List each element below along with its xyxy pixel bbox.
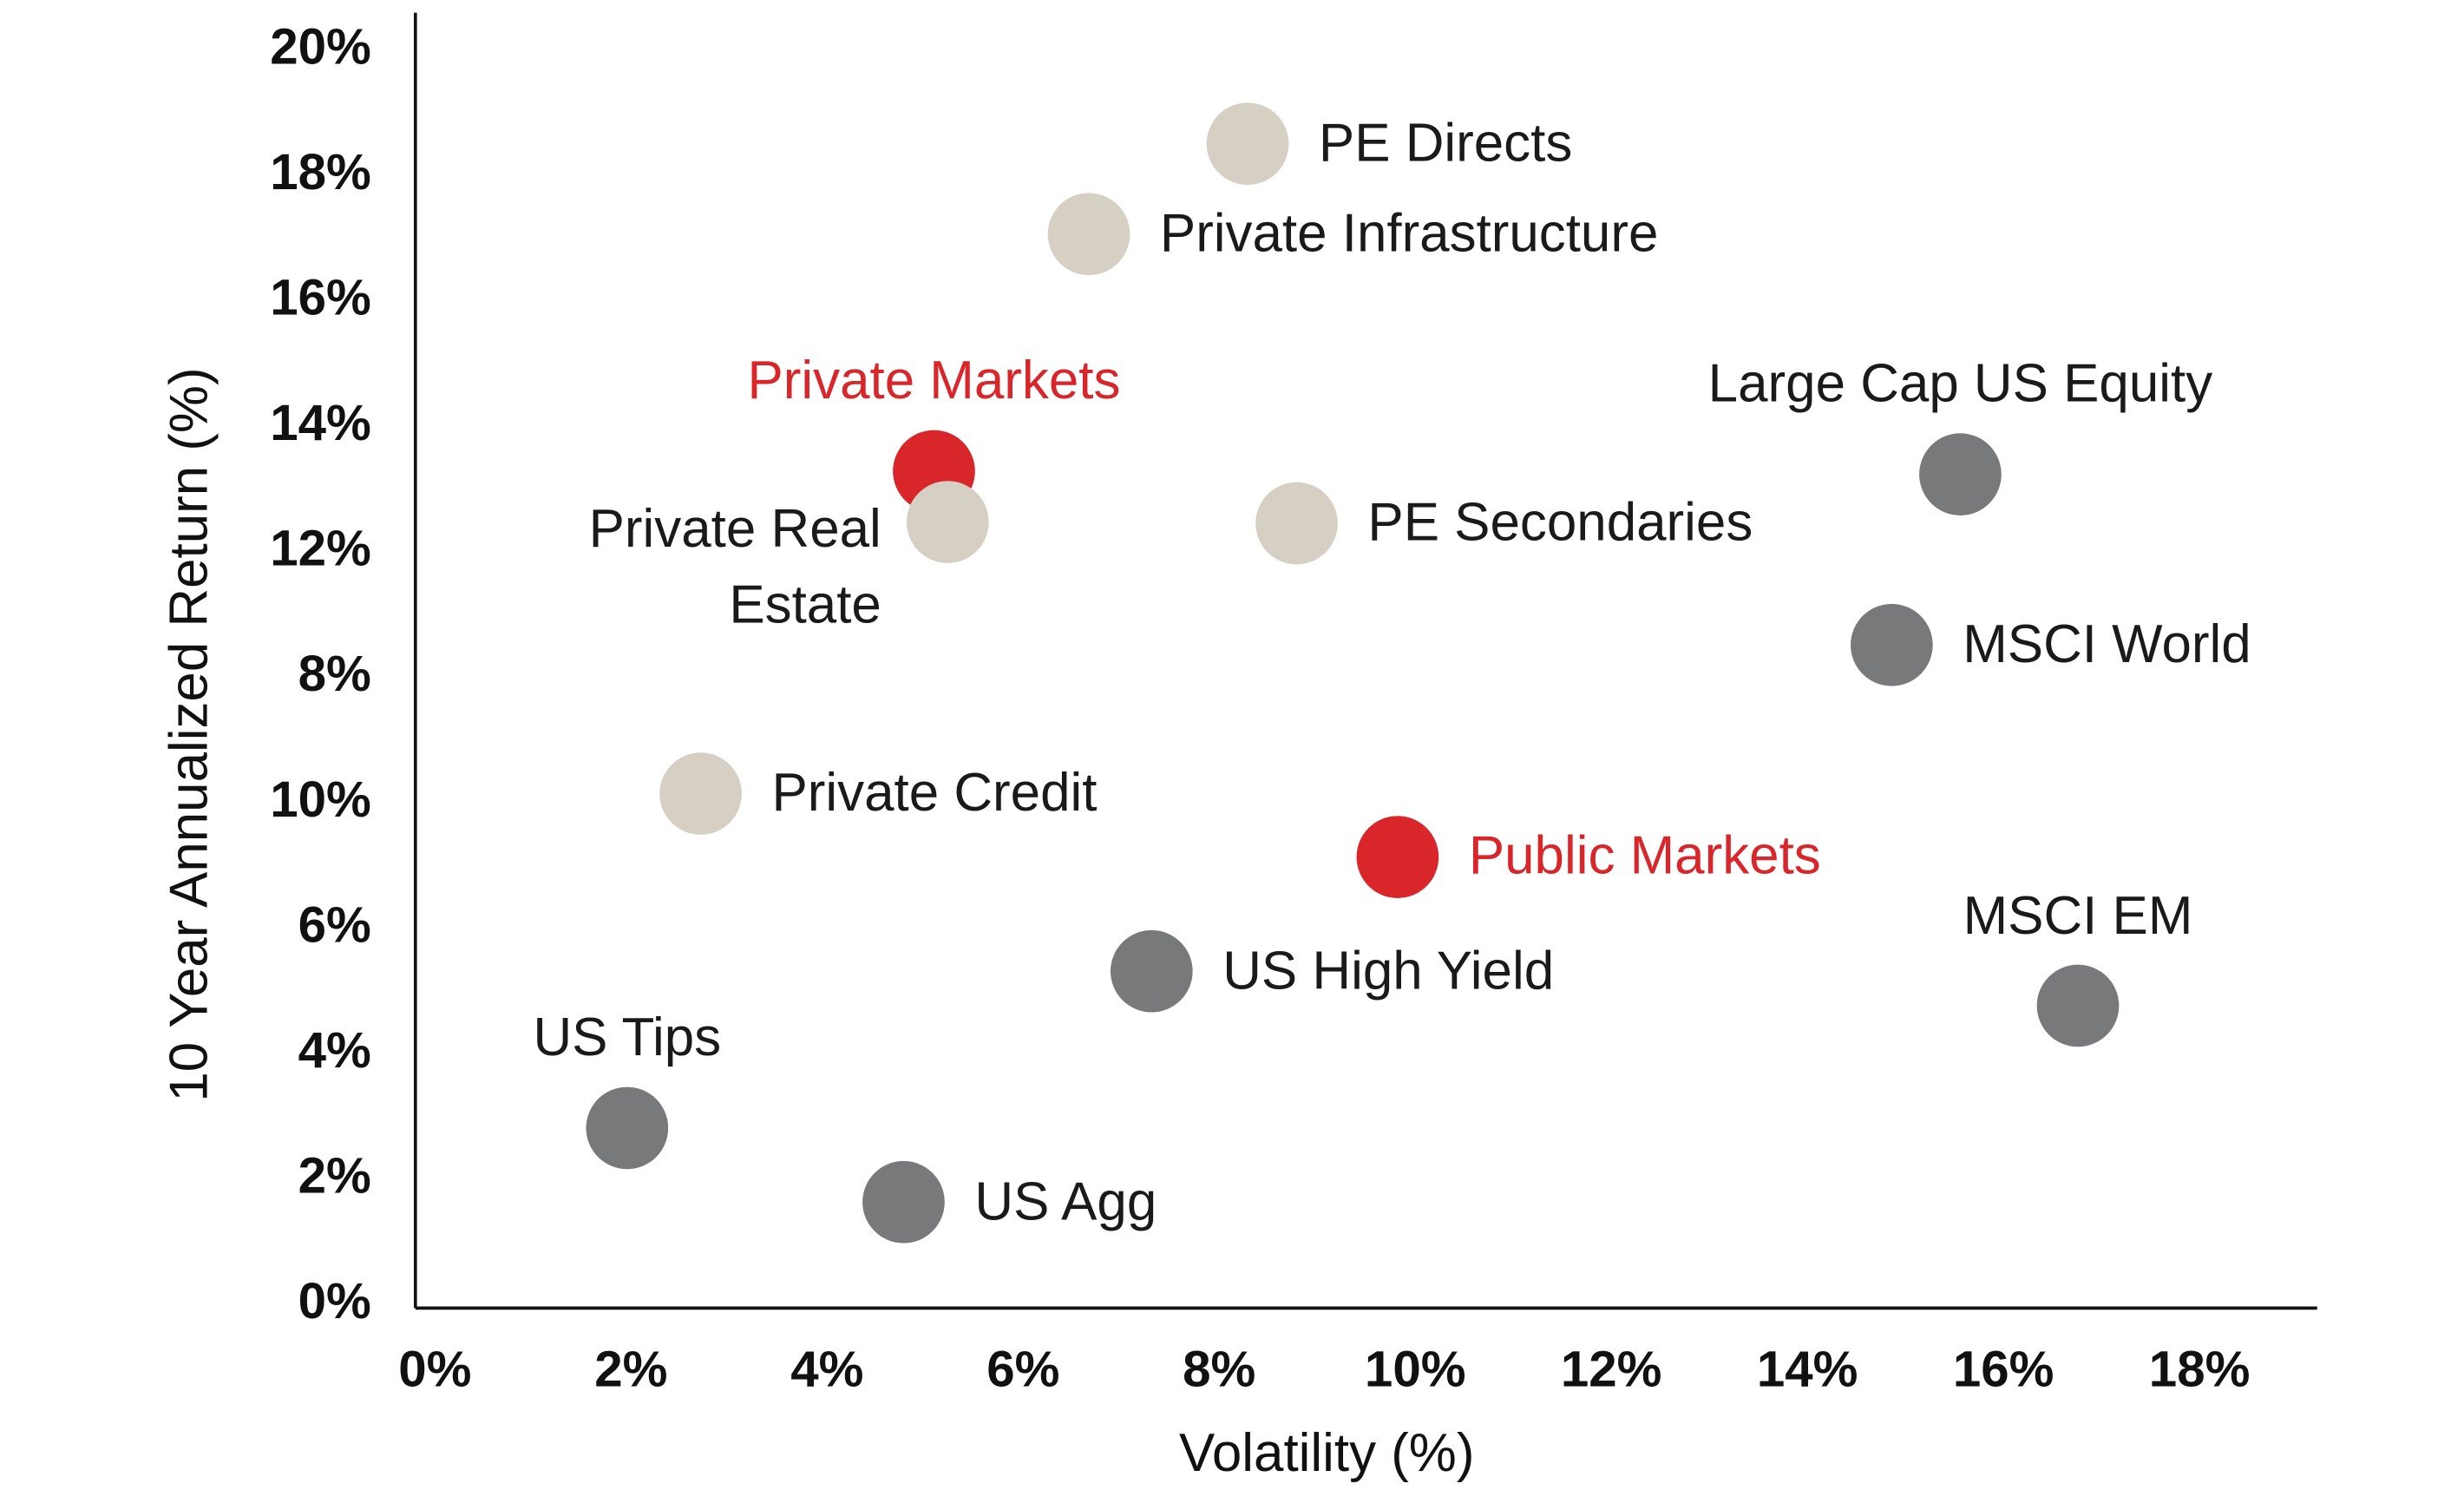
point (906, 481, 989, 563)
point (1851, 603, 1933, 686)
x-tick-label: 0% (398, 1341, 471, 1397)
point (862, 1160, 945, 1244)
y-tick-label: 16% (270, 269, 371, 325)
y-tick-label: 6% (298, 896, 371, 953)
x-tick-label: 16% (1953, 1341, 2054, 1397)
point (1206, 102, 1289, 185)
y-tick-label: 18% (270, 144, 371, 200)
x-tick-label: 12% (1561, 1341, 1662, 1397)
y-tick-label: 8% (298, 646, 371, 702)
y-tick-label: 4% (298, 1022, 371, 1079)
point-label: MSCI World (1963, 614, 2251, 675)
y-tick-label: 14% (270, 395, 371, 451)
point (586, 1086, 669, 1170)
point-label: Private Infrastructure (1159, 204, 1659, 265)
x-tick-label: 10% (1365, 1341, 1466, 1397)
point-label: Private Real Estate (588, 500, 881, 636)
point (659, 752, 742, 835)
x-axis-title: Volatility (%) (1179, 1423, 1474, 1483)
point-label: PE Directs (1318, 114, 1573, 174)
y-tick-label: 20% (270, 18, 371, 75)
point-label: US Tips (533, 1008, 722, 1068)
y-tick-label: 10% (270, 771, 371, 828)
point-label: MSCI EM (1963, 885, 2193, 946)
x-tick-label: 18% (2149, 1341, 2251, 1397)
point (2036, 964, 2120, 1047)
point-label: US High Yield (1222, 941, 1555, 1001)
x-tick-label: 4% (790, 1341, 863, 1397)
y-tick-label: 0% (298, 1273, 371, 1329)
point (1110, 929, 1193, 1013)
point-label: Private Markets (747, 351, 1121, 411)
x-tick-label: 14% (1757, 1341, 1858, 1397)
x-tick-label: 8% (1183, 1341, 1255, 1397)
point (1255, 482, 1338, 565)
x-tick-label: 2% (594, 1341, 667, 1397)
point-label: Large Cap US Equity (1707, 354, 2213, 415)
x-tick-label: 6% (986, 1341, 1059, 1397)
point (1919, 433, 2002, 515)
y-axis-title: 10 Year Annualized Return (%) (159, 367, 219, 1101)
point-label: Private Credit (771, 763, 1098, 824)
point-label: Public Markets (1468, 827, 1821, 888)
point (1356, 816, 1439, 898)
point-label: PE Secondaries (1367, 493, 1753, 554)
y-tick-label: 12% (270, 521, 371, 577)
point (1047, 193, 1130, 276)
point-label: US Agg (974, 1172, 1157, 1232)
y-tick-label: 2% (298, 1148, 371, 1204)
